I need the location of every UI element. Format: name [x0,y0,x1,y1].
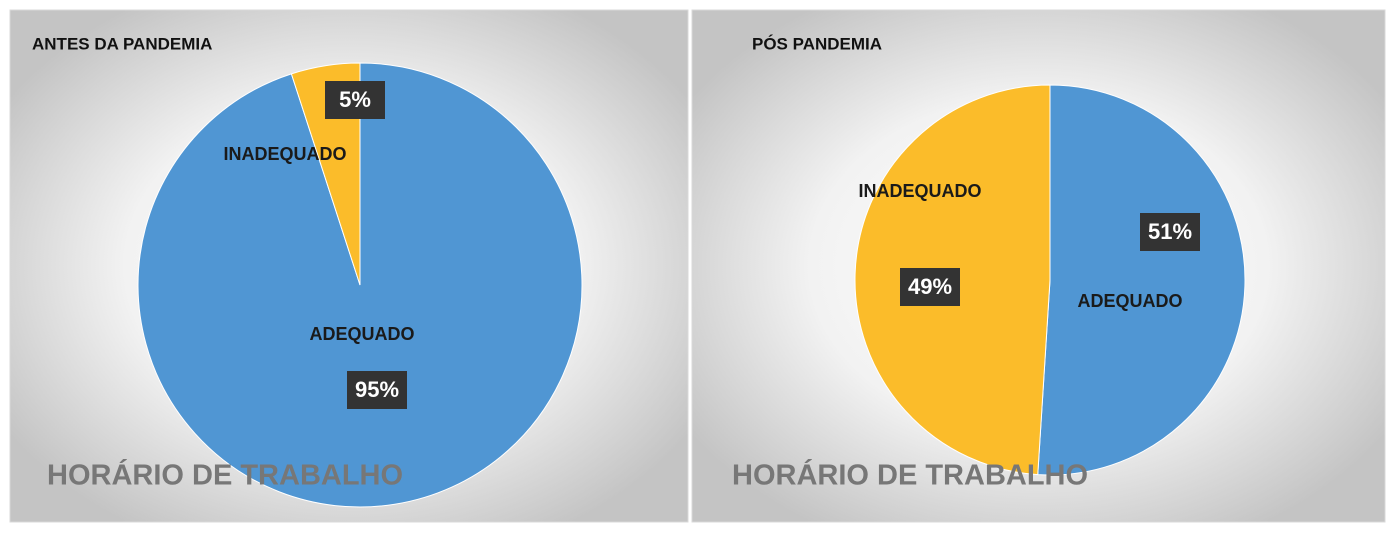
chart-title: ANTES DA PANDEMIA [32,34,212,53]
value-label-box [325,81,385,119]
chart-subtitle: HORÁRIO DE TRABALHO [732,458,1088,492]
value-label: 49% [908,274,952,299]
category-label: INADEQUADO [858,181,981,201]
value-label-box [900,268,960,306]
value-label: 5% [339,87,371,112]
value-label: 51% [1148,219,1192,244]
value-label: 95% [355,377,399,402]
value-label-box [347,371,407,409]
chart-title: PÓS PANDEMIA [752,34,882,53]
value-label-box [1140,213,1200,251]
category-label: ADEQUADO [309,324,414,344]
pie-slice [1037,84,1246,476]
category-label: ADEQUADO [1077,291,1182,311]
category-label: INADEQUADO [223,144,346,164]
chart-subtitle: HORÁRIO DE TRABALHO [47,458,403,492]
